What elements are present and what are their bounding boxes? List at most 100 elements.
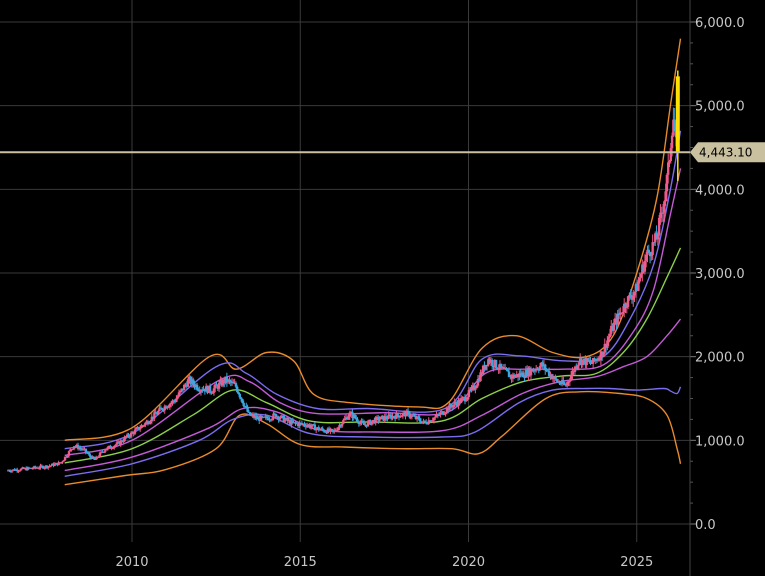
candle-body: [126, 434, 129, 438]
candle-body: [446, 408, 450, 411]
candle-body: [632, 295, 635, 300]
candle-body: [223, 379, 226, 384]
candle-body: [334, 429, 337, 431]
candle-body: [111, 447, 115, 449]
candle-body: [62, 460, 65, 462]
candle-body: [101, 451, 104, 453]
candle-body: [151, 416, 155, 419]
candle-body: [366, 421, 370, 427]
candle-body: [656, 235, 660, 240]
candle-body: [428, 420, 432, 423]
candle-body: [140, 425, 143, 428]
candle-body: [324, 431, 327, 433]
candle-body: [572, 370, 575, 372]
candle-body: [149, 421, 152, 424]
candle-body: [43, 467, 46, 469]
candle-body: [581, 360, 584, 365]
outer-upper-band: [64, 38, 682, 441]
candle-body: [348, 412, 352, 417]
candle-body: [50, 463, 54, 466]
candle-body: [529, 369, 533, 376]
candle-body: [304, 425, 308, 427]
candle-body: [568, 380, 572, 382]
candle-body: [338, 425, 341, 428]
candle-body: [135, 428, 138, 430]
candle-body: [226, 379, 230, 383]
candle-body: [177, 392, 181, 397]
candle-body: [329, 428, 332, 432]
candle-body: [553, 376, 556, 379]
candle-body: [298, 422, 301, 426]
candle-body: [260, 415, 264, 418]
candle-body: [31, 468, 34, 470]
candle-body: [316, 427, 319, 429]
candle-body: [116, 441, 120, 443]
candle-body: [129, 432, 133, 437]
candle-body: [281, 415, 284, 417]
candle-body: [106, 447, 109, 450]
candle-body: [48, 465, 51, 467]
candle-body: [476, 378, 480, 386]
candle-body: [132, 432, 135, 434]
candle-body: [211, 392, 214, 394]
candle-body: [14, 469, 18, 471]
candle-body: [138, 427, 142, 430]
candle-body: [578, 358, 582, 363]
candle-body: [480, 372, 484, 374]
candle-body: [655, 233, 658, 240]
candle-body: [409, 416, 412, 418]
candle-body: [672, 119, 675, 136]
candle-body: [146, 421, 150, 425]
candle-body: [8, 470, 11, 472]
candle-body: [461, 397, 464, 399]
candle-body: [611, 325, 614, 331]
mid-lower-band: [64, 386, 682, 477]
candle-body: [322, 429, 326, 432]
candle-body: [380, 415, 384, 417]
candle-body: [10, 470, 14, 472]
candle-body: [617, 313, 621, 315]
candle-body: [115, 442, 119, 445]
candle-body: [651, 242, 654, 255]
candle-body: [295, 423, 298, 425]
candle-body: [436, 414, 440, 416]
candle-body: [185, 384, 188, 387]
candle-body: [569, 375, 573, 381]
candle-body: [668, 160, 671, 163]
candle-body: [586, 358, 590, 361]
candle-body: [107, 445, 111, 448]
candle-body: [355, 418, 358, 420]
candle-body: [591, 358, 595, 364]
candle-body: [412, 415, 415, 417]
candle-body: [242, 402, 245, 407]
y-tick-label: 3,000.0: [695, 267, 745, 282]
candle-body: [269, 419, 273, 421]
candle-body: [422, 420, 425, 422]
candle-body: [78, 447, 81, 449]
candle-body: [629, 294, 632, 298]
x-tick-label: 2025: [620, 555, 653, 570]
candle-body: [28, 467, 32, 469]
candle-body: [373, 419, 376, 424]
candle-body: [580, 358, 583, 366]
candle-body: [327, 428, 331, 432]
candle-body: [443, 413, 446, 415]
candle-body: [575, 366, 578, 369]
candle-body: [395, 413, 398, 419]
candle-body: [536, 368, 539, 370]
candle-body: [478, 378, 481, 382]
candle-body: [652, 242, 656, 244]
candle-body: [563, 384, 566, 386]
candle-body: [268, 419, 271, 421]
candle-body: [406, 410, 410, 412]
candle-body: [608, 333, 612, 338]
y-tick-label: 0.0: [695, 518, 716, 533]
candle-body: [292, 422, 296, 424]
y-tick-label: 1,000.0: [695, 434, 745, 449]
candle-body: [57, 462, 60, 466]
candle-body: [346, 417, 349, 420]
candle-body: [123, 437, 126, 442]
candle-body: [531, 369, 534, 372]
candle-body: [532, 370, 535, 372]
